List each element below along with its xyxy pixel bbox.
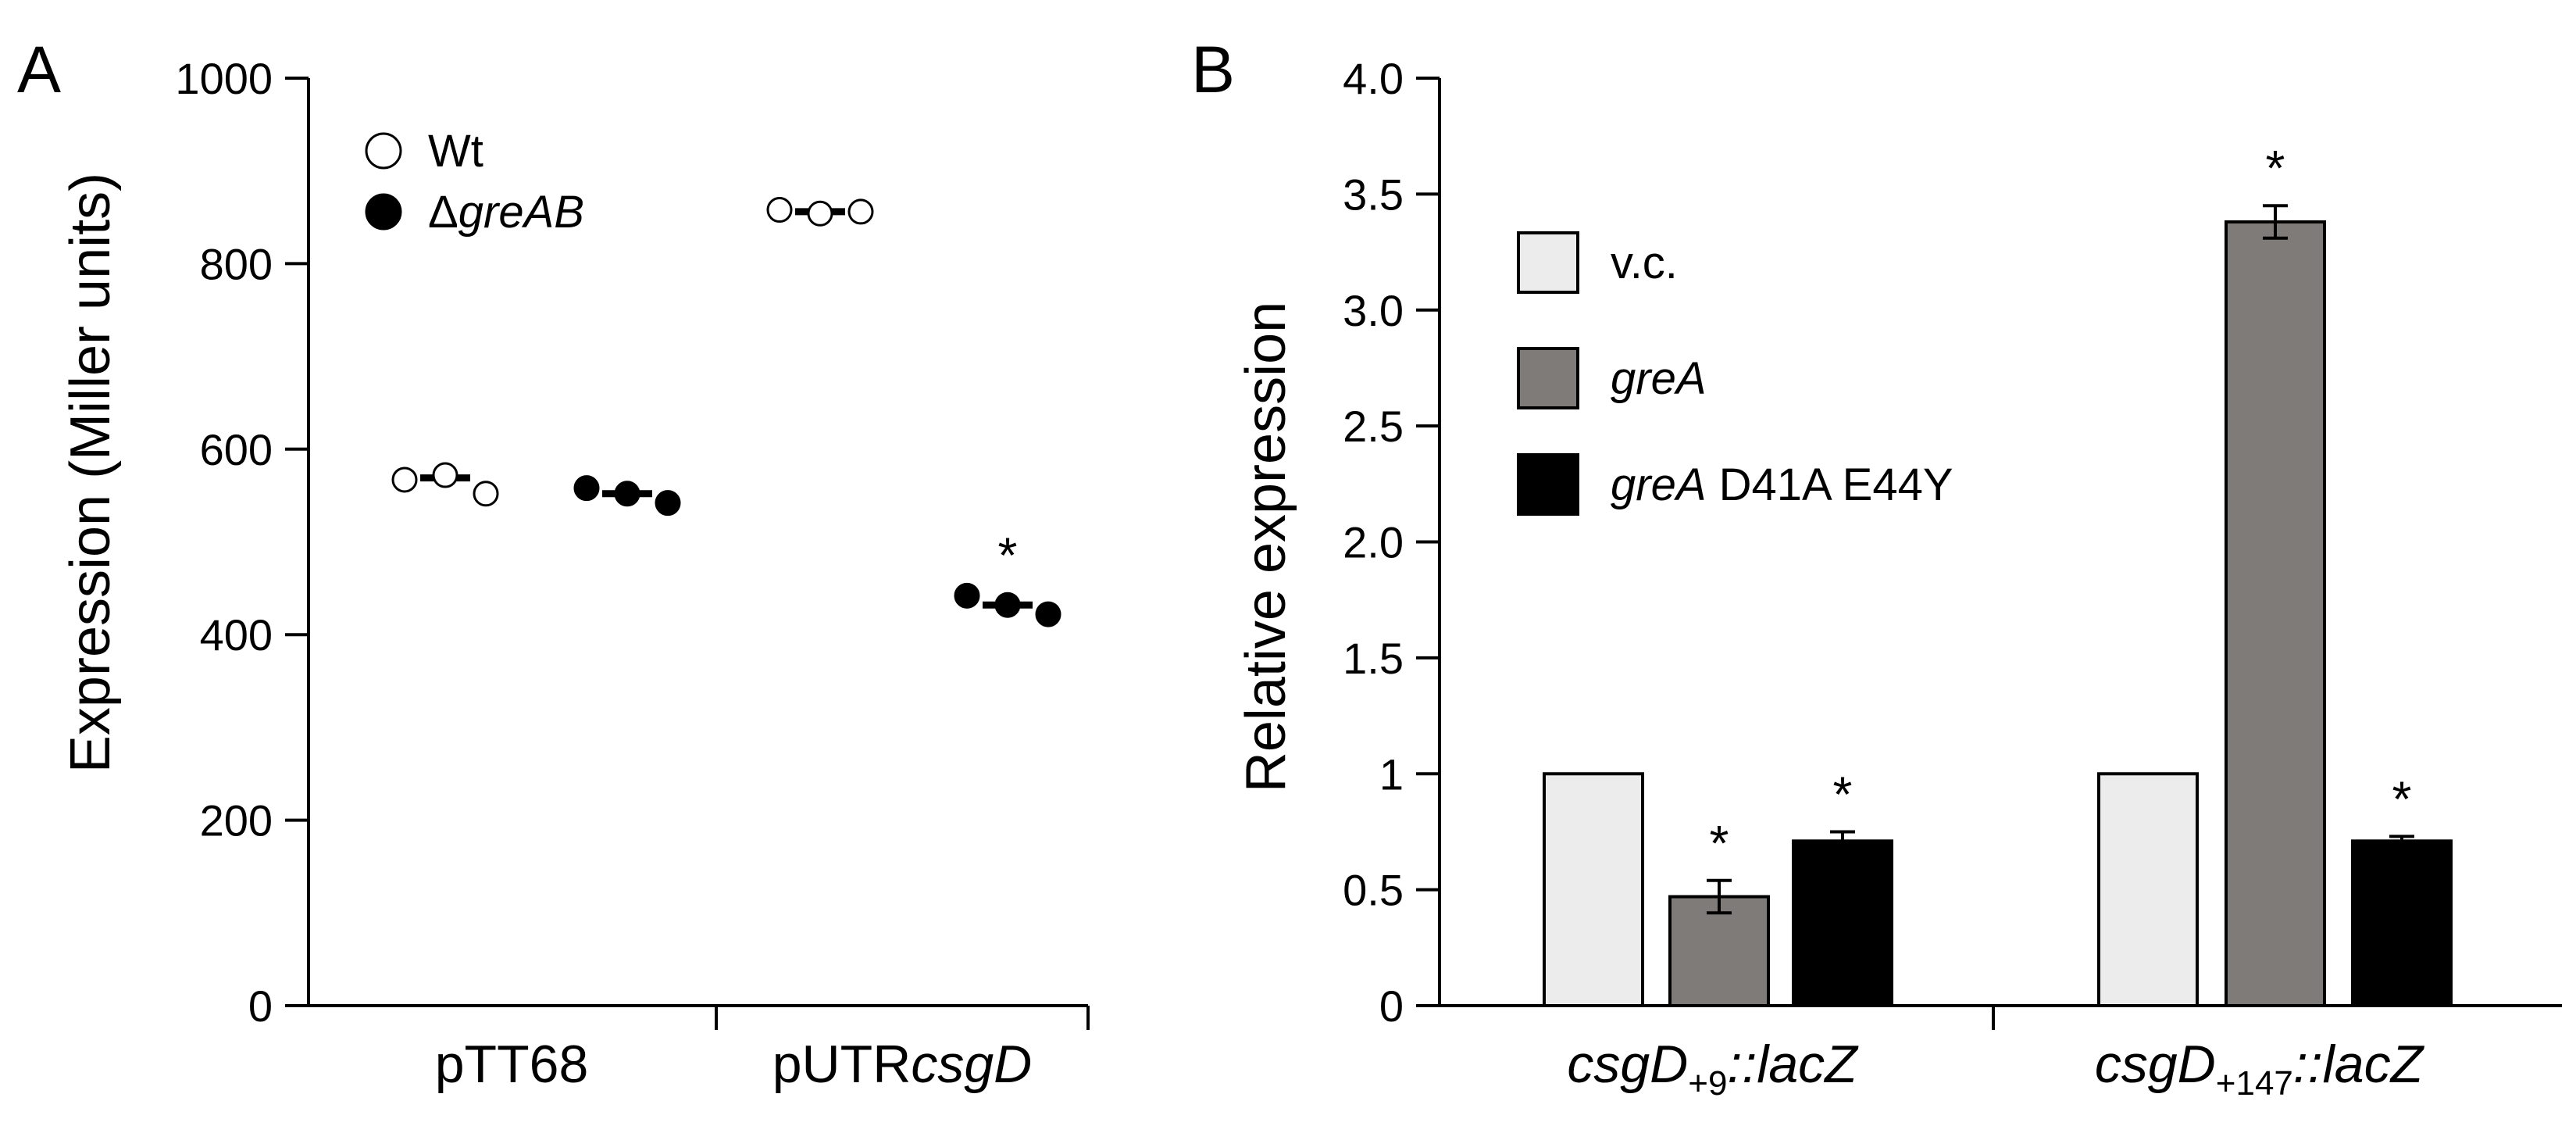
data-point [954, 582, 980, 609]
bar [2225, 220, 2326, 1007]
panel-b-y-axis-label: Relative expression [1235, 302, 1297, 792]
y-tick-label: 2.0 [1343, 518, 1404, 567]
panel-b-x-categories: csgD+9::lacZ csgD+147::lacZ [1567, 1006, 2425, 1103]
panel-b-bars: * * * * [1543, 140, 2453, 1007]
panel-a-label: A [17, 33, 61, 106]
panel-a-legend: Wt ΔgreAB [365, 126, 584, 238]
legend-text-italic: greAB [458, 187, 584, 238]
y-tick-label: 1000 [175, 54, 273, 103]
y-tick-label: 200 [200, 796, 273, 845]
legend-swatch [1517, 453, 1579, 516]
x-category-text-italic: csgD [911, 1035, 1032, 1094]
y-tick-label: 800 [200, 239, 273, 288]
panel-a: A Expression (Miller units) 0 200 400 600 80… [17, 33, 1090, 1094]
significance-marker: * [998, 527, 1018, 583]
significance-marker: * [1833, 766, 1853, 822]
legend-text: D41A E44Y [1707, 459, 1953, 510]
x-category-text-italic: csgD [1567, 1035, 1688, 1094]
panel-b-y-ticks: 0 0.5 1 1.5 2.0 2.5 3.0 3.5 4.0 [1343, 54, 1440, 1031]
legend-marker [365, 132, 402, 170]
legend-text: Δ [428, 187, 458, 238]
data-point [473, 481, 499, 507]
x-category-text-italic: csgD [2095, 1035, 2216, 1094]
panel-a-points: * [391, 197, 1061, 627]
panel-b-label: B [1191, 33, 1235, 106]
panel-a-y-ticks: 0 200 400 600 800 1000 [175, 54, 309, 1031]
legend-text-italic: greA [1611, 353, 1707, 404]
legend-label: ΔgreAB [428, 187, 584, 238]
legend-marker [365, 193, 402, 231]
data-point [847, 198, 874, 225]
legend-label: greA [1611, 353, 1707, 404]
panel-b: B Relative expression 0 0.5 1 1.5 2.0 2.5 3.0 3… [1191, 33, 2562, 1103]
y-tick-label: 1 [1379, 749, 1404, 799]
bar [1668, 895, 1770, 1007]
data-point [994, 592, 1021, 618]
x-category-label: csgD+147::lacZ [2095, 1035, 2425, 1103]
x-category-label: pUTRcsgD [772, 1035, 1033, 1094]
y-tick-label: 1.5 [1343, 634, 1404, 683]
x-category-subscript: +147 [2216, 1064, 2293, 1103]
legend-swatch [1517, 231, 1579, 294]
x-category-text: pUTR [772, 1035, 912, 1094]
y-tick-label: 0 [1379, 981, 1404, 1031]
legend-label: v.c. [1611, 238, 1678, 288]
data-point [1035, 601, 1061, 627]
panel-a-y-axis-label: Expression (Miller units) [59, 173, 122, 773]
data-point [614, 481, 640, 507]
y-tick-label: 3.0 [1343, 286, 1404, 335]
legend-text-italic: greA [1611, 459, 1707, 510]
y-tick-label: 2.5 [1343, 402, 1404, 451]
data-point [766, 197, 793, 223]
x-category-label: pTT68 [435, 1035, 589, 1094]
y-tick-label: 0 [248, 981, 273, 1031]
data-point [807, 200, 833, 227]
x-category-label: csgD+9::lacZ [1567, 1035, 1859, 1103]
y-tick-label: 4.0 [1343, 54, 1404, 103]
data-point [391, 466, 418, 493]
x-category-text-italic: ::lacZ [2293, 1035, 2425, 1094]
x-category-subscript: +9 [1688, 1064, 1727, 1103]
legend-label: Wt [428, 126, 483, 177]
bar [1792, 839, 1893, 1007]
legend-label: greA D41A E44Y [1611, 459, 1953, 510]
data-point [432, 462, 458, 488]
bar [1543, 772, 1644, 1007]
legend-text: Wt [428, 126, 483, 177]
y-tick-label: 400 [200, 610, 273, 660]
legend-swatch [1517, 347, 1579, 409]
significance-marker: * [1710, 815, 1729, 871]
panel-a-x-categories: pTT68 pUTRcsgD [435, 1006, 1090, 1094]
data-point [573, 475, 600, 502]
x-category-text-italic: ::lacZ [1727, 1035, 1859, 1094]
significance-marker: * [2266, 140, 2285, 196]
y-tick-label: 3.5 [1343, 170, 1404, 219]
bar [2351, 839, 2453, 1007]
x-category-text: pTT68 [435, 1035, 589, 1094]
significance-marker: * [2392, 770, 2412, 827]
y-tick-label: 600 [200, 425, 273, 474]
legend-text: v.c. [1611, 238, 1678, 288]
bar [2097, 772, 2199, 1007]
y-tick-label: 0.5 [1343, 866, 1404, 915]
data-point [655, 490, 681, 517]
